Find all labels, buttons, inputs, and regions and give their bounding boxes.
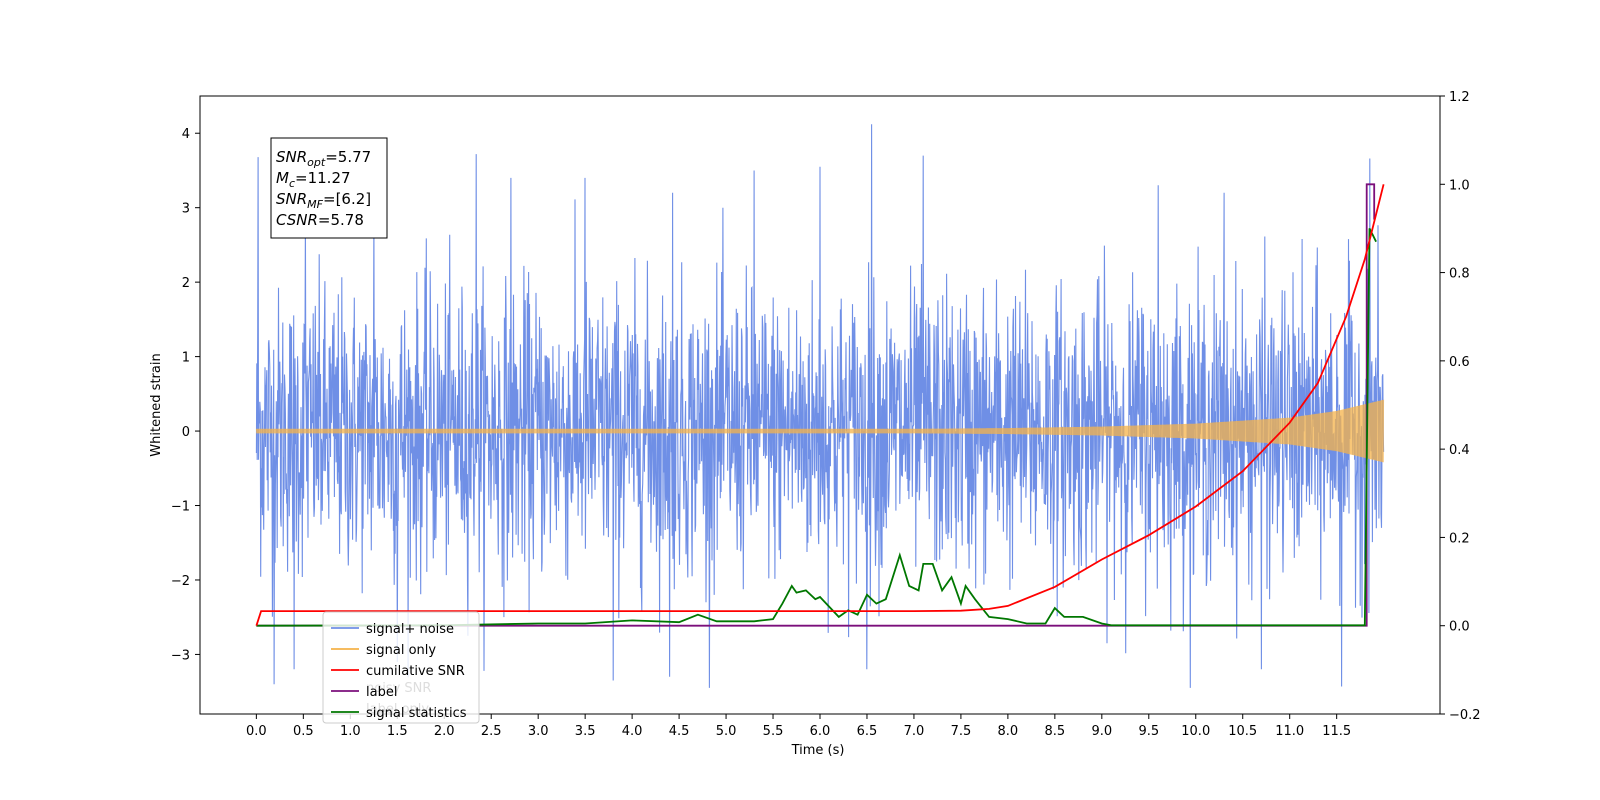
x-tick-label: 11.5 — [1322, 724, 1351, 739]
x-tick-label: 4.0 — [622, 724, 643, 739]
series-layer — [255, 124, 1385, 688]
legend-label: signal statistics — [366, 706, 467, 721]
y2-tick-label: 0.6 — [1449, 355, 1470, 370]
x-tick-label: 0.0 — [246, 724, 267, 739]
x-tick-label: 5.0 — [716, 724, 737, 739]
x-axis: 0.0 0.5 1.0 1.5 2.0 2.5 3.0 3.5 4.0 4.5 5.0 5.5 6.0 6… — [246, 714, 1351, 739]
annotation-frame — [270, 137, 388, 239]
y2-tick-label: 0.2 — [1449, 531, 1470, 546]
legend-label: cumilative SNR — [366, 664, 465, 679]
series-label — [256, 183, 1376, 627]
y-axis-left: −3 −2 −1 0 1 2 3 4 — [171, 127, 200, 663]
y2-tick-label: 0.8 — [1449, 267, 1470, 282]
y-tick-label: 2 — [182, 276, 190, 291]
x-tick-label: 2.0 — [434, 724, 455, 739]
series-cumulative-snr — [255, 184, 1385, 626]
x-tick-label: 9.0 — [1091, 724, 1112, 739]
x-tick-label: 1.0 — [340, 724, 361, 739]
y-tick-label: 3 — [182, 202, 190, 217]
legend: noisy SNR label only signal+ noise signal o… — [322, 611, 480, 724]
y2-tick-label: 1.0 — [1449, 178, 1470, 193]
legend-hidden-label: noisy SNR — [366, 681, 431, 696]
x-tick-label: 3.5 — [575, 724, 596, 739]
x-axis-label: Time (s) — [791, 743, 845, 758]
series-signal-only — [255, 399, 1385, 463]
series-signal-noise — [255, 124, 1385, 688]
y2-tick-label: −0.2 — [1449, 708, 1481, 723]
y2-tick-label: 1.2 — [1449, 90, 1470, 105]
y-axis-right: −0.2 0.0 0.2 0.4 0.6 0.8 1.0 1.2 — [1440, 90, 1481, 723]
x-tick-label: 10.5 — [1228, 724, 1257, 739]
legend-hidden-label: label only — [366, 702, 429, 717]
x-tick-label: 5.5 — [763, 724, 784, 739]
x-tick-label: 0.5 — [293, 724, 314, 739]
x-tick-label: 6.5 — [857, 724, 878, 739]
legend-frame — [322, 611, 480, 724]
y2-tick-label: 0.0 — [1449, 620, 1470, 635]
y-tick-label: −3 — [171, 648, 190, 663]
x-tick-label: 7.5 — [951, 724, 972, 739]
x-tick-label: 9.5 — [1138, 724, 1159, 739]
x-tick-label: 8.0 — [998, 724, 1019, 739]
x-tick-label: 3.0 — [528, 724, 549, 739]
y-tick-label: −2 — [171, 574, 190, 589]
x-tick-label: 6.0 — [810, 724, 831, 739]
x-tick-label: 2.5 — [481, 724, 502, 739]
y-tick-label: −1 — [171, 500, 190, 515]
x-tick-label: 8.5 — [1045, 724, 1066, 739]
y-tick-label: 4 — [182, 127, 190, 142]
legend-label: signal+ noise — [366, 622, 454, 637]
x-tick-label: 10.0 — [1181, 724, 1210, 739]
y-axis-label: Whitened strain — [149, 353, 164, 456]
annotation-line: Mc=11.27 — [276, 169, 351, 190]
annotation-line: SNRopt=5.77 — [276, 148, 371, 169]
y-tick-label: 0 — [182, 425, 190, 440]
legend-label: label — [366, 685, 397, 700]
annotation-line: SNRMF=[6.2] — [276, 190, 371, 211]
x-tick-label: 7.0 — [904, 724, 925, 739]
series-signal-statistics — [256, 227, 1377, 627]
x-tick-label: 1.5 — [387, 724, 408, 739]
x-tick-label: 4.5 — [669, 724, 690, 739]
x-tick-label: 11.0 — [1275, 724, 1304, 739]
y2-tick-label: 0.4 — [1449, 443, 1470, 458]
legend-label: signal only — [366, 643, 436, 658]
y-tick-label: 1 — [182, 351, 190, 366]
annotation-line: CSNR=5.78 — [276, 211, 364, 229]
